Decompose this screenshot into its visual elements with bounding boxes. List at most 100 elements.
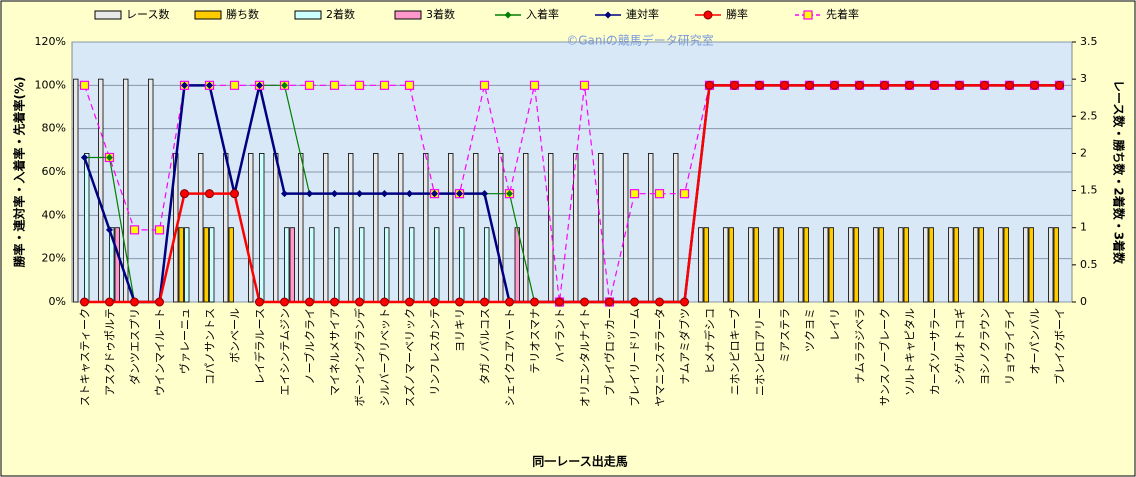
line-marker	[604, 11, 612, 19]
line-marker	[304, 80, 315, 90]
x-tick-label: ボンベール	[229, 308, 242, 363]
line-marker	[880, 80, 889, 90]
line-marker	[306, 190, 313, 198]
bar	[114, 227, 120, 303]
line-marker	[479, 80, 490, 90]
line-marker	[281, 190, 288, 198]
bar	[184, 227, 190, 303]
bar	[1048, 227, 1054, 303]
line-marker	[755, 80, 764, 90]
bar	[853, 227, 859, 303]
x-axis-title: 同一レース出走馬	[532, 454, 627, 469]
line-marker	[404, 80, 415, 90]
bar	[898, 227, 904, 303]
bar	[348, 153, 354, 303]
x-tick-label: ニホンピロアリー	[754, 308, 767, 396]
x-tick-label: レイデラルース	[253, 308, 267, 384]
bar	[598, 153, 604, 303]
x-tick-label: ニホンピロキーブ	[728, 308, 742, 395]
line-marker	[455, 297, 464, 307]
x-tick-label: シゲルオトコギ	[954, 308, 967, 385]
legend-swatch	[194, 10, 222, 20]
bar	[98, 78, 104, 303]
line-marker	[506, 190, 513, 198]
line-marker	[230, 189, 239, 199]
bar	[753, 227, 759, 303]
x-tick-label: コパノサントス	[204, 308, 217, 385]
y2-axis-title: レース数・勝ち数・2着数・3着数	[1112, 80, 1127, 265]
line-marker	[480, 297, 489, 307]
bar	[703, 227, 709, 303]
line-marker	[129, 225, 140, 235]
legend-label: 2着数	[326, 7, 355, 21]
line-marker	[654, 189, 665, 199]
line-marker	[180, 189, 189, 199]
line-marker	[1055, 80, 1064, 90]
bar	[698, 227, 704, 303]
x-tick-label: マイネルメサイア	[329, 308, 342, 396]
legend-swatch	[394, 10, 422, 20]
line-marker	[280, 297, 289, 307]
y-tick-label: 0%	[49, 295, 66, 308]
line-marker	[1030, 80, 1039, 90]
line-marker	[803, 10, 813, 20]
line-marker	[855, 80, 864, 90]
x-tick-label: アスクドゥポルテ	[104, 308, 117, 396]
bar	[259, 153, 265, 303]
line-marker	[206, 81, 213, 89]
y2-tick-label: 2.5	[1080, 109, 1098, 122]
bar	[514, 227, 520, 303]
line-marker	[805, 80, 814, 90]
bar	[178, 227, 184, 303]
bar	[728, 227, 734, 303]
x-tick-label: リンフレスカンテ	[429, 308, 442, 396]
x-tick-label: ヨシノクラウン	[979, 308, 992, 385]
bar	[209, 227, 215, 303]
x-tick-label: ナムアミダブツ	[678, 308, 692, 384]
line-marker	[356, 190, 363, 198]
y-tick-label: 60%	[42, 165, 66, 178]
bar	[323, 153, 329, 303]
line-marker	[331, 190, 338, 198]
bar	[498, 153, 504, 303]
x-tick-label: サンスノーブレーク	[878, 308, 892, 406]
line-marker	[405, 297, 414, 307]
bar	[248, 153, 254, 303]
x-tick-label: ソルトキャピタル	[904, 308, 917, 396]
line-marker	[406, 190, 413, 198]
line-marker	[105, 297, 114, 307]
bar	[953, 227, 959, 303]
bar	[1003, 227, 1009, 303]
bar	[459, 227, 465, 303]
line-marker	[281, 81, 288, 89]
x-tick-label: ブレイリードリーム	[628, 308, 642, 407]
y-tick-label: 20%	[42, 252, 66, 265]
bar	[998, 227, 1004, 303]
x-tick-label: ノーブルクライ	[303, 308, 317, 384]
x-tick-label: ウインマイルート	[154, 308, 167, 396]
bar	[448, 153, 454, 303]
line-marker	[381, 190, 388, 198]
bar	[828, 227, 834, 303]
x-tick-label: ヒメナデシコ	[703, 308, 717, 374]
bar	[903, 227, 909, 303]
x-tick-label: ブレイヴロッカー	[603, 308, 617, 396]
line-marker	[305, 297, 314, 307]
x-tick-label: ヴァレーニュ	[178, 308, 192, 374]
bar	[384, 227, 390, 303]
x-tick-label: ハイラント	[554, 308, 567, 363]
line-marker	[106, 226, 113, 234]
x-tick-label: オリエンタルナイト	[579, 308, 592, 407]
bar	[273, 153, 279, 303]
bar	[948, 227, 954, 303]
y-tick-label: 120%	[35, 35, 66, 48]
x-tick-label: ツクヨミ	[804, 308, 817, 352]
line-marker	[504, 11, 512, 19]
line-marker	[980, 80, 989, 90]
bar	[409, 227, 415, 303]
x-tick-label: シルバーブリベット	[378, 308, 392, 406]
legend-swatch	[294, 10, 322, 20]
bar	[778, 227, 784, 303]
line-marker	[605, 297, 614, 307]
x-tick-label: ミアステラ	[779, 308, 792, 363]
